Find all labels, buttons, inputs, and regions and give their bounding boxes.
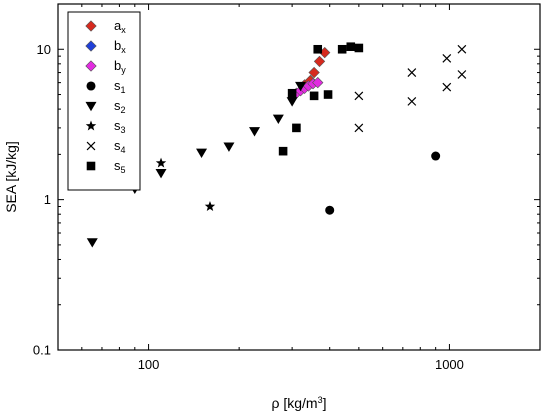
series-s1 — [325, 151, 441, 215]
data-point-s4 — [457, 70, 467, 79]
data-points — [86, 42, 467, 248]
data-point-s4 — [407, 68, 417, 77]
legend-marker-ax — [85, 20, 97, 32]
legend-marker-s3 — [85, 120, 97, 131]
data-point-s1 — [431, 151, 441, 161]
legend-label-s2: s2 — [114, 98, 126, 115]
data-point-s2 — [286, 97, 298, 107]
data-point-s4 — [354, 91, 364, 101]
y-axis-title: SEA [kJ/kg] — [3, 141, 19, 213]
x-tick-label: 1000 — [435, 357, 464, 372]
data-point-s2 — [155, 169, 167, 179]
legend-marker-s4 — [86, 141, 96, 151]
data-point-s5 — [309, 91, 319, 101]
legend-label-s3: s3 — [114, 118, 126, 135]
data-point-s1 — [325, 205, 335, 215]
legend-box — [67, 11, 141, 191]
data-point-s4 — [442, 53, 452, 63]
data-point-s2 — [223, 142, 235, 152]
data-point-s3 — [204, 201, 216, 211]
data-point-s4 — [442, 82, 452, 92]
plot-frame — [57, 3, 541, 351]
data-point-s2 — [295, 81, 307, 92]
plot-border — [57, 3, 541, 351]
legend-label-bx: bx — [114, 38, 126, 55]
legend: ax bx by s1 s2 s3 s4 s5 — [67, 11, 141, 191]
series-s2 — [86, 81, 307, 248]
legend-marker-s2 — [85, 101, 97, 112]
legend-marker-s1 — [86, 81, 96, 91]
data-point-by — [312, 76, 324, 89]
data-point-s5 — [354, 43, 364, 53]
data-point-s5 — [287, 88, 297, 98]
data-point-s4 — [407, 97, 417, 106]
x-axis-title: ρ [kg/m3] — [272, 395, 327, 411]
data-point-s5 — [346, 42, 356, 51]
legend-marker-by — [85, 60, 97, 72]
series-s5 — [278, 42, 364, 156]
data-point-s5 — [313, 44, 323, 54]
y-tick-label: 10 — [37, 42, 51, 57]
data-point-ax — [308, 66, 320, 79]
data-point-ax — [313, 55, 326, 68]
series-s4 — [354, 44, 467, 133]
legend-marker-s5 — [86, 161, 96, 171]
data-point-s5 — [337, 44, 347, 54]
data-point-s2 — [196, 148, 208, 158]
legend-marker-bx — [85, 40, 97, 52]
data-point-s2 — [249, 127, 261, 137]
legend-label-s4: s4 — [114, 138, 126, 155]
legend-label-s5: s5 — [114, 158, 126, 175]
data-point-s3 — [155, 157, 167, 168]
data-point-s4 — [354, 123, 364, 133]
series-s3 — [155, 157, 216, 211]
data-point-s5 — [292, 123, 301, 133]
x-axis-ticks: 100 1000 — [57, 4, 541, 372]
data-point-s2 — [272, 114, 284, 124]
data-point-s2 — [86, 238, 98, 248]
data-point-s4 — [457, 44, 467, 54]
x-tick-label: 100 — [138, 357, 160, 372]
data-point-s5 — [323, 90, 333, 99]
data-point-s5 — [278, 146, 288, 156]
legend-label-ax: ax — [114, 18, 126, 35]
legend-label-s1: s1 — [114, 78, 126, 95]
y-tick-label: 0.1 — [33, 343, 51, 358]
legend-label-by: by — [114, 58, 126, 75]
y-axis-ticks: 0.1 1 10 — [33, 3, 540, 358]
y-tick-label: 1 — [44, 192, 51, 207]
